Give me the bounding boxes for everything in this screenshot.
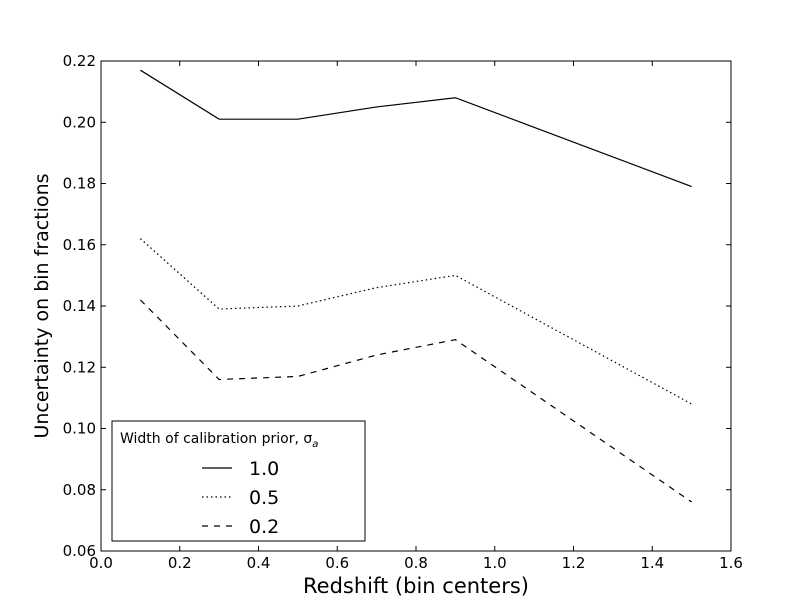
legend-label: 1.0 [249,458,279,480]
x-axis-label: Redshift (bin centers) [303,574,529,598]
y-tick-label: 0.14 [63,297,96,315]
x-tick-label: 0.6 [325,554,349,572]
x-tick-label: 0.2 [168,554,192,572]
series-line-solid [140,69,692,188]
y-tick-label: 0.08 [63,481,96,499]
y-axis-ticks: 0.06 0.08 0.10 0.12 0.14 0.16 0.18 0.20 0.22 [63,52,731,560]
x-tick-label: 1.4 [640,554,664,572]
y-tick-label: 0.20 [63,113,96,131]
x-tick-label: 0.0 [89,554,113,572]
legend-box [111,420,366,542]
y-tick-label: 0.12 [63,358,96,376]
y-tick-label: 0.06 [63,542,96,560]
series-line-dashed [139,299,692,503]
legend-title: Width of calibration prior, σa [120,431,318,450]
x-tick-label: 1.2 [562,554,586,572]
legend-title-subscript: a [312,439,318,450]
x-tick-label: 0.4 [247,554,271,572]
x-tick-label: 1.0 [483,554,507,572]
legend-title-text: Width of calibration prior, σ [120,431,312,447]
series-layer [139,69,692,503]
x-axis-ticks: 0.0 0.2 0.4 0.6 0.8 1.0 1.2 1.4 1.6 [89,61,743,572]
y-tick-label: 0.22 [63,52,96,70]
x-tick-label: 1.6 [719,554,743,572]
y-tick-label: 0.18 [63,175,96,193]
legend-label: 0.2 [249,516,279,538]
legend: Width of calibration prior, σa 1.0 0.5 0.2 [111,420,366,542]
legend-entries: 1.0 0.5 0.2 [202,458,279,538]
y-tick-label: 0.10 [63,420,96,438]
y-axis-label: Uncertainty on bin fractions [31,173,53,438]
legend-label: 0.5 [249,487,279,509]
y-tick-label: 0.16 [63,236,96,254]
x-tick-label: 0.8 [404,554,428,572]
